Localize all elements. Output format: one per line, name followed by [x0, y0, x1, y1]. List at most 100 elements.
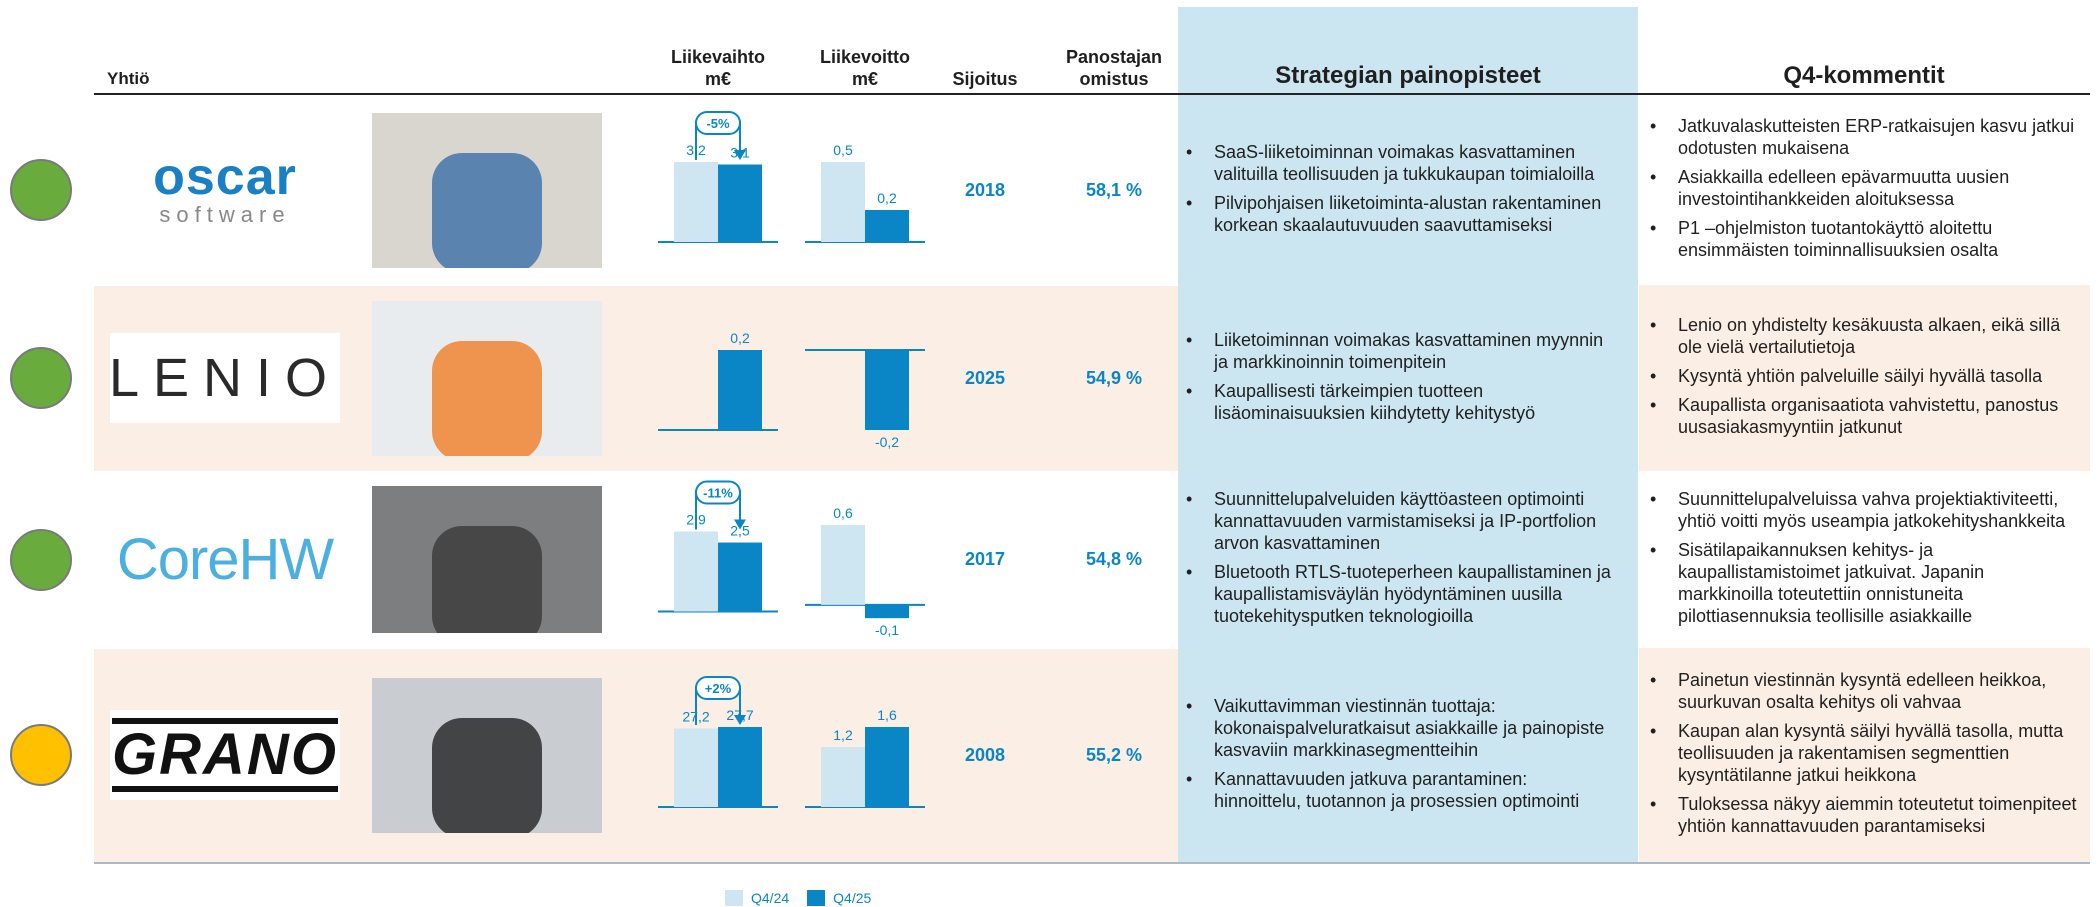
strategy-list: Liiketoiminnan voimakas kasvattaminen my… [1178, 326, 1618, 431]
bullet: Painetun viestinnän kysyntä edelleen hei… [1678, 669, 2082, 713]
mini-chart: 27,227,7+2% [658, 648, 778, 862]
photo [372, 678, 602, 833]
ownership: 55,2 % [1059, 648, 1169, 862]
bar [718, 543, 762, 612]
comments: Suunnittelupalveluissa vahva projektiakt… [1642, 471, 2082, 648]
ownership: 58,1 % [1059, 95, 1169, 285]
bullet: Suunnittelupalveluiden käyttöasteen opti… [1214, 488, 1618, 554]
legend-swatch [725, 890, 743, 906]
header: Q4-kommentit [1639, 40, 2089, 90]
comments-list: Lenio on yhdistelty kesäkuusta alkaen, e… [1642, 311, 2082, 445]
investment-year: 2018 [935, 95, 1035, 285]
comments: Lenio on yhdistelty kesäkuusta alkaen, e… [1642, 285, 2082, 471]
bullet: Suunnittelupalveluissa vahva projektiakt… [1678, 488, 2082, 532]
photo [372, 301, 602, 456]
bottom-rule [94, 862, 2090, 864]
investment-year: 2017 [935, 471, 1035, 648]
logo-text: software [159, 202, 290, 228]
strategy-list: SaaS-liiketoiminnan voimakas kasvattamin… [1178, 138, 1618, 243]
bar [821, 162, 865, 242]
bar [821, 525, 865, 605]
bullet: Sisätilapaikannuksen kehitys- ja kaupall… [1678, 539, 2082, 627]
photo-shape [432, 718, 542, 833]
bar [865, 605, 909, 618]
logo-text: LENIO [109, 347, 341, 409]
legend-item: Q4/24 [725, 889, 789, 907]
mini-chart: 2,92,5-11% [658, 471, 778, 648]
strategy-list: Suunnittelupalveluiden käyttöasteen opti… [1178, 485, 1618, 634]
legend-label: Q4/24 [751, 890, 789, 906]
photo-shape [432, 526, 542, 633]
bullet: Pilvipohjaisen liiketoiminta-alustan rak… [1214, 192, 1618, 236]
mini-chart: 0,6 -0,1 [805, 471, 925, 648]
bullet: Asiakkailla edelleen epävarmuutta uusien… [1678, 166, 2082, 210]
logo: LENIO [110, 333, 340, 423]
bar [674, 728, 718, 807]
value-label: 1,6 [877, 707, 897, 723]
bullet: Liiketoiminnan voimakas kasvattaminen my… [1214, 329, 1618, 373]
ownership: 54,9 % [1059, 285, 1169, 471]
bullet: Kannattavuuden jatkuva parantaminen: hin… [1214, 768, 1618, 812]
bar [674, 532, 718, 612]
photo [372, 113, 602, 268]
bullet: SaaS-liiketoiminnan voimakas kasvattamin… [1214, 141, 1618, 185]
bar [821, 747, 865, 807]
comments-list: Painetun viestinnän kysyntä edelleen hei… [1642, 666, 2082, 844]
bar [865, 210, 909, 242]
value-label: 0,6 [833, 505, 853, 521]
photo [372, 486, 602, 633]
header: Yhtiö [107, 40, 227, 90]
status-indicator [10, 159, 72, 221]
bar [718, 727, 762, 807]
mini-chart: -0,2 [805, 285, 925, 471]
mini-chart: 3,23,1-5% [658, 95, 778, 285]
header: Panostajan omistus [1059, 40, 1169, 90]
logo-text: GRANO [112, 718, 338, 792]
header: Strategian painopisteet [1178, 40, 1638, 90]
bar [865, 350, 909, 430]
change-label: -11% [703, 486, 733, 501]
bar [718, 165, 762, 243]
header: Sijoitus [935, 40, 1035, 90]
bar [865, 727, 909, 807]
strategy: Liiketoiminnan voimakas kasvattaminen my… [1178, 285, 1618, 471]
status-indicator [10, 347, 72, 409]
value-label: -0,1 [875, 622, 899, 638]
comments: Jatkuvalaskutteisten ERP-ratkaisujen kas… [1642, 95, 2082, 285]
change-label: -5% [706, 116, 730, 131]
value-label: 0,5 [833, 142, 853, 158]
value-label: -0,2 [875, 434, 899, 450]
value-label: 0,2 [877, 190, 897, 206]
slide: Yhtiö Liikevaihto m€ Liikevoitto m€ Sijo… [0, 0, 2100, 907]
strategy-list: Vaikuttavimman viestinnän tuottaja: koko… [1178, 692, 1618, 819]
bullet: P1 –ohjelmiston tuotantokäyttö aloitettu… [1678, 217, 2082, 261]
logo: CoreHW [110, 515, 340, 605]
photo-shape [432, 341, 542, 456]
legend-label: Q4/25 [833, 890, 871, 906]
comments-list: Jatkuvalaskutteisten ERP-ratkaisujen kas… [1642, 112, 2082, 268]
bar [718, 350, 762, 430]
bullet: Kysyntä yhtiön palveluille säilyi hyväll… [1678, 365, 2082, 387]
bullet: Tuloksessa näkyy aiemmin toteutetut toim… [1678, 793, 2082, 837]
header: Liikevoitto m€ [805, 40, 925, 90]
bullet: Kaupallista organisaatiota vahvistettu, … [1678, 394, 2082, 438]
logo-text: CoreHW [117, 526, 333, 593]
value-label: 0,2 [730, 330, 750, 346]
legend-item: Q4/25 [807, 889, 871, 907]
bar [674, 162, 718, 242]
bullet: Vaikuttavimman viestinnän tuottaja: koko… [1214, 695, 1618, 761]
mini-chart: 1,2 1,6 [805, 648, 925, 862]
legend-swatch [807, 890, 825, 906]
bullet: Kaupallisesti tärkeimpien tuotteen lisäo… [1214, 380, 1618, 424]
strategy: SaaS-liiketoiminnan voimakas kasvattamin… [1178, 95, 1618, 285]
investment-year: 2025 [935, 285, 1035, 471]
comments: Painetun viestinnän kysyntä edelleen hei… [1642, 648, 2082, 862]
status-indicator [10, 724, 72, 786]
logo: GRANO [110, 710, 340, 800]
status-indicator [10, 529, 72, 591]
ownership: 54,8 % [1059, 471, 1169, 648]
value-label: 1,2 [833, 727, 853, 743]
bullet: Lenio on yhdistelty kesäkuusta alkaen, e… [1678, 314, 2082, 358]
logo: oscarsoftware [110, 145, 340, 235]
change-label: +2% [705, 681, 732, 696]
